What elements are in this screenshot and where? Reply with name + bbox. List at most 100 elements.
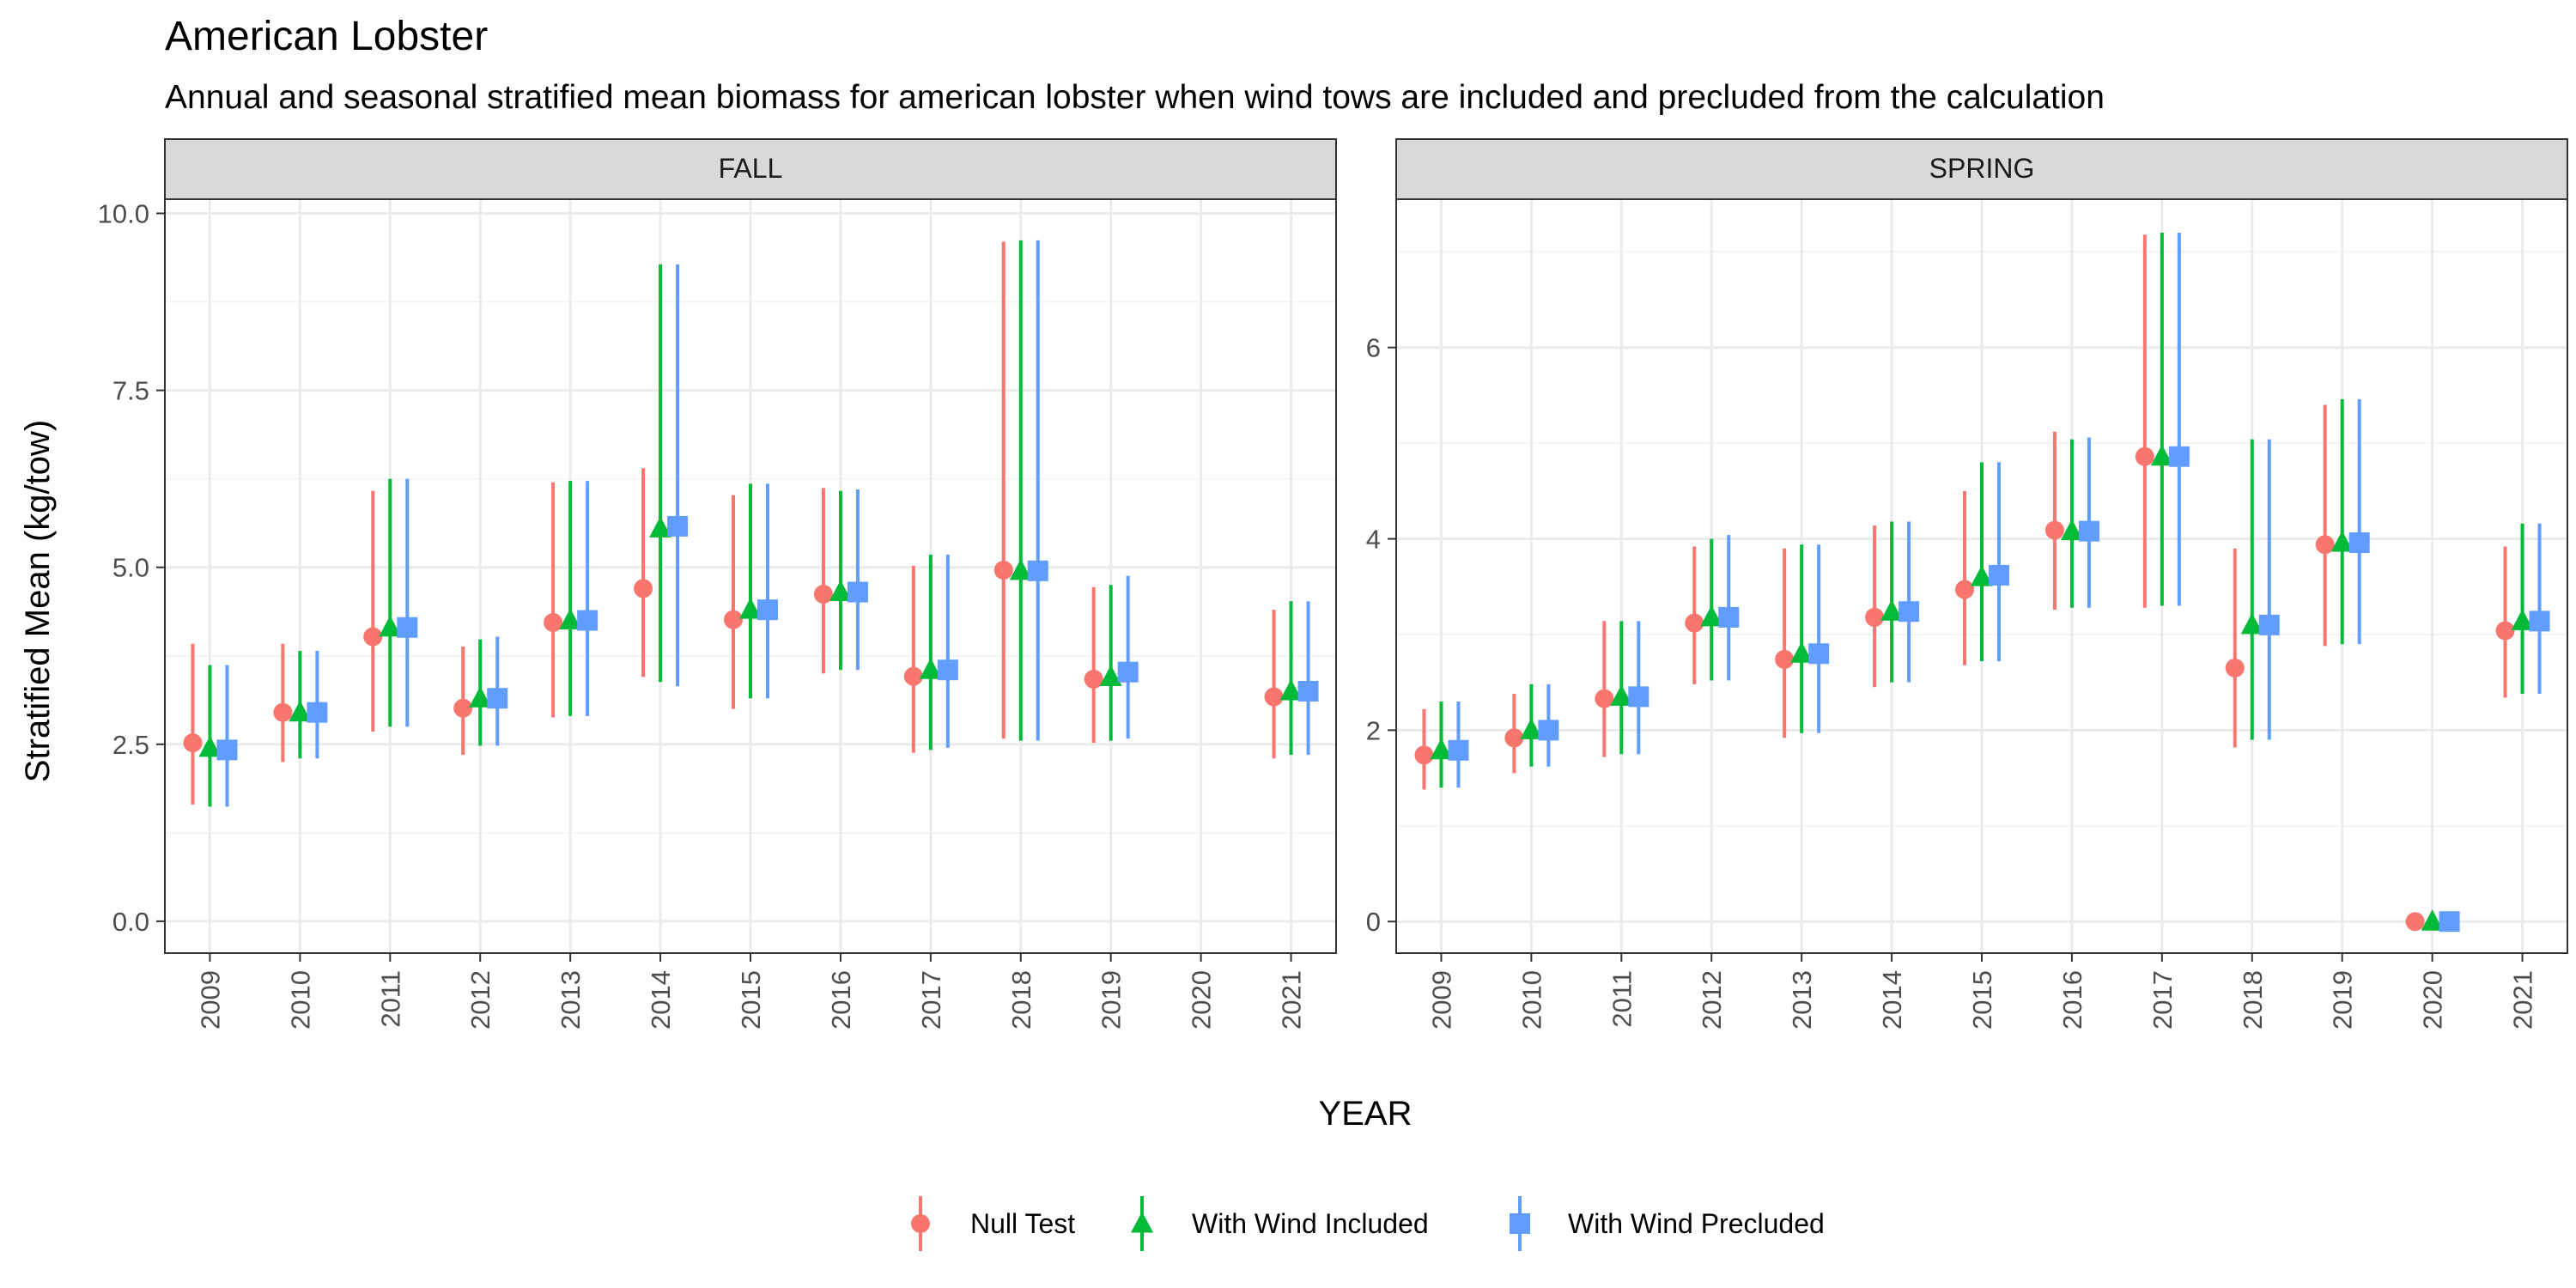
data-point [1700, 605, 1723, 627]
x-tick-label: 2019 [1097, 970, 1127, 1030]
legend-label: With Wind Precluded [1568, 1208, 1825, 1239]
x-tick-label: 2013 [556, 970, 586, 1030]
data-point [739, 598, 762, 619]
x-tick-label: 2017 [2148, 970, 2178, 1030]
data-point [903, 666, 923, 686]
legend-label: Null Test [970, 1208, 1075, 1239]
data-point [1279, 678, 1303, 701]
data-point [1899, 601, 1920, 623]
y-tick-label: 7.5 [112, 376, 149, 406]
y-axis-label: Stratified Mean (kg/tow) [19, 420, 57, 782]
legend-key-marker [1510, 1213, 1530, 1234]
data-point [577, 610, 598, 631]
data-point [1117, 661, 1139, 683]
data-point [2495, 621, 2515, 641]
data-point [1520, 718, 1543, 739]
y-tick-label: 4 [1366, 525, 1381, 555]
data-point [2078, 520, 2099, 542]
data-point [919, 658, 942, 679]
facet-strip [164, 138, 1337, 200]
data-point [2348, 532, 2370, 554]
data-point [1880, 599, 1904, 621]
data-point [2405, 912, 2425, 932]
x-tick-label: 2021 [2508, 970, 2538, 1030]
panel-border [1395, 198, 2568, 954]
data-point [289, 700, 312, 722]
legend-label: With Wind Included [1192, 1208, 1429, 1239]
data-point [1430, 738, 1453, 760]
data-point [1790, 641, 1814, 663]
x-tick-label: 2011 [1607, 970, 1637, 1028]
data-point [307, 702, 328, 723]
legend-key-marker [1131, 1212, 1153, 1233]
data-point [667, 515, 689, 537]
x-tick-label: 2015 [736, 970, 766, 1030]
chart-subtitle: Annual and seasonal stratified mean biom… [165, 79, 2105, 116]
y-tick-label: 2 [1366, 715, 1381, 745]
data-point [1610, 684, 1633, 706]
data-point [1628, 686, 1649, 708]
facet-strip [1395, 138, 2568, 200]
x-tick-label: 2017 [916, 970, 946, 1030]
x-tick-label: 2016 [2057, 970, 2087, 1030]
data-point [397, 617, 418, 638]
data-point [1989, 564, 2009, 586]
series-with-wind-included [198, 240, 1303, 807]
data-point [1448, 739, 1469, 761]
data-point [183, 733, 203, 753]
x-tick-label: 2010 [1516, 970, 1546, 1030]
data-point [544, 612, 563, 632]
data-point [2150, 444, 2173, 466]
data-point [937, 659, 958, 681]
data-point [1865, 607, 1885, 627]
x-tick-label: 2011 [375, 970, 405, 1028]
x-tick-label: 2019 [2328, 970, 2358, 1030]
data-point [2060, 519, 2083, 541]
x-tick-label: 2015 [1967, 970, 1997, 1030]
y-tick-label: 0 [1366, 907, 1381, 937]
x-tick-label: 2016 [826, 970, 856, 1030]
data-point [198, 735, 222, 757]
data-point [1099, 665, 1122, 686]
data-point [1595, 689, 1614, 708]
x-tick-label: 2020 [1187, 970, 1217, 1030]
data-point [829, 580, 852, 602]
data-point [2421, 909, 2444, 931]
data-point [1414, 745, 1434, 765]
legend-item-null-test: Null Test [911, 1196, 1075, 1251]
facet-strip-label: FALL [719, 153, 783, 184]
x-tick-label: 2012 [1697, 970, 1727, 1030]
data-point [2135, 447, 2154, 466]
y-tick-label: 6 [1366, 333, 1381, 363]
data-point [2225, 658, 2245, 677]
x-tick-label: 2014 [1877, 970, 1907, 1030]
facet-strip-label: SPRING [1929, 153, 2035, 184]
data-point [2439, 911, 2460, 933]
data-point [1685, 613, 1704, 633]
data-point [1718, 606, 1740, 628]
data-point [2240, 612, 2263, 635]
data-point [2529, 611, 2550, 632]
y-tick-label: 2.5 [112, 730, 149, 760]
x-tick-label: 2014 [646, 970, 676, 1030]
data-point [757, 599, 778, 621]
data-point [1504, 728, 1524, 748]
x-tick-label: 2013 [1787, 970, 1817, 1030]
data-point [2330, 531, 2354, 552]
data-point [453, 698, 473, 718]
facet-panel-spring: SPRING 0 2 4 6 2009 2010 2011 2012 2013 2014 2015 20… [1366, 138, 2568, 1030]
data-point [813, 585, 833, 605]
series-null-test [1414, 234, 2515, 932]
data-point [1297, 680, 1319, 702]
data-point [2168, 446, 2190, 467]
chart-title: American Lobster [165, 14, 488, 59]
data-point [1009, 558, 1032, 580]
data-point [1775, 649, 1795, 669]
data-point [1264, 687, 1284, 707]
data-point [379, 615, 402, 637]
data-point [2258, 614, 2280, 635]
x-tick-label: 2009 [1426, 970, 1456, 1030]
x-tick-label: 2020 [2418, 970, 2448, 1030]
data-point [2511, 609, 2534, 630]
